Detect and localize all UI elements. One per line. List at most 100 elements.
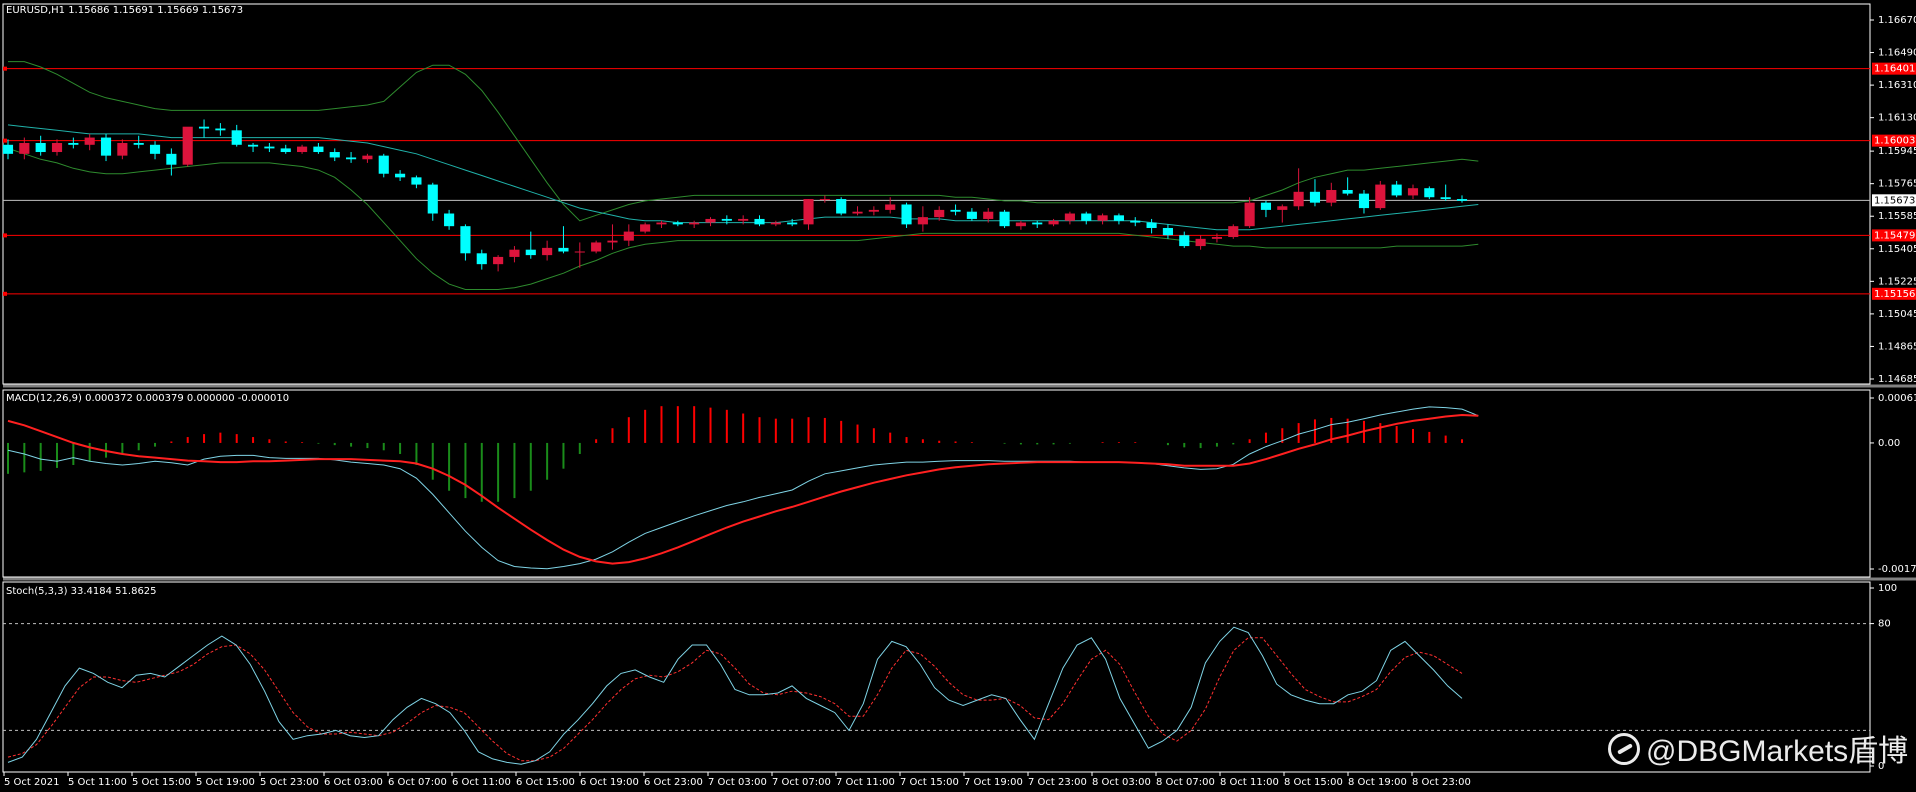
candle-body: [84, 137, 95, 145]
candle-body: [1407, 188, 1419, 196]
time-tick-label: 7 Oct 19:00: [964, 777, 1023, 788]
macd-header: MACD(12,26,9) 0.000372 0.000379 0.000000…: [6, 393, 289, 404]
pane-frame-3: [2, 581, 1871, 773]
candle-body: [558, 247, 569, 252]
time-tick-label: 8 Oct 15:00: [1284, 777, 1343, 788]
time-tick-label: 8 Oct 07:00: [1156, 777, 1215, 788]
price-tick-label: 1.15225: [1878, 276, 1916, 287]
candle-body: [460, 226, 471, 254]
candle-body: [1456, 199, 1468, 201]
price-tick-label: 1.15045: [1878, 309, 1916, 320]
price-tick-label: 1.14865: [1878, 341, 1916, 352]
candle-body: [493, 256, 504, 265]
macd-tick-label: 0.00: [1878, 438, 1900, 449]
candle-body: [68, 142, 79, 145]
candle-body: [574, 251, 585, 253]
time-tick-label: 5 Oct 15:00: [132, 777, 191, 788]
candle-body: [51, 142, 63, 153]
candle-body: [1146, 222, 1157, 228]
candle-body: [133, 142, 144, 145]
candle-body: [1358, 193, 1370, 209]
time-tick-label: 6 Oct 23:00: [644, 777, 703, 788]
level-marker: [3, 66, 7, 71]
bollinger-lower-line: [7, 147, 1479, 290]
candle-body: [1309, 191, 1321, 203]
candle-body: [166, 153, 177, 165]
candle-body: [640, 224, 651, 232]
candle-body: [1244, 202, 1255, 227]
candle-body: [362, 155, 373, 160]
time-tick-label: 6 Oct 11:00: [452, 777, 511, 788]
current-price-label: 1.15673: [1874, 195, 1915, 206]
candle-body: [35, 142, 46, 153]
candle-body: [836, 199, 847, 214]
candle-body: [509, 249, 520, 257]
candle-body: [787, 222, 798, 225]
candle-body: [983, 211, 994, 219]
watermark: @DBGMarkets盾博: [1608, 726, 1908, 770]
price-tick-label: 1.15945: [1878, 146, 1916, 157]
macd-tick-label: 0.000611: [1878, 393, 1916, 404]
candle-body: [215, 128, 226, 131]
candle-body: [754, 218, 765, 225]
time-tick-label: 8 Oct 23:00: [1412, 777, 1471, 788]
candle-body: [395, 173, 406, 178]
time-tick-label: 7 Oct 07:00: [772, 777, 831, 788]
candle-body: [721, 218, 732, 221]
candle-body: [1277, 206, 1288, 210]
candle-body: [1113, 215, 1124, 221]
time-tick-label: 5 Oct 2021: [4, 777, 59, 788]
time-tick-label: 5 Oct 11:00: [68, 777, 127, 788]
candle-body: [607, 240, 618, 243]
candle-body: [264, 146, 275, 149]
time-tick-label: 7 Oct 03:00: [708, 777, 767, 788]
candle-body: [2, 144, 14, 154]
candle-body: [280, 148, 291, 153]
stoch-header: Stoch(5,3,3) 33.4184 51.8625: [6, 586, 157, 597]
candle-body: [346, 157, 357, 160]
candle-body: [1179, 235, 1190, 247]
time-tick-label: 7 Oct 11:00: [836, 777, 895, 788]
stoch-main-line: [7, 626, 1463, 765]
candle-body: [231, 130, 242, 145]
time-tick-label: 5 Oct 19:00: [196, 777, 255, 788]
candle-body: [297, 146, 308, 153]
stoch-tick-label: 80: [1878, 619, 1891, 630]
candle-body: [689, 222, 700, 225]
current-price-tag: [1872, 194, 1916, 207]
watermark-text: @DBGMarkets盾博: [1646, 735, 1909, 768]
level-tag: [1872, 134, 1916, 147]
candle-body: [1424, 188, 1435, 198]
time-tick-label: 6 Oct 07:00: [388, 777, 447, 788]
candle-body: [917, 217, 928, 225]
candle-body: [885, 204, 896, 210]
macd-tick-label: -0.001714: [1878, 564, 1916, 575]
candle-body: [738, 218, 749, 221]
candle-body: [117, 142, 128, 156]
stoch-signal-line: [7, 637, 1463, 762]
candle-body: [100, 137, 112, 156]
level-tag: [1872, 62, 1916, 75]
candle-body: [1440, 197, 1451, 200]
candle-body: [411, 177, 422, 185]
price-tick-label: 1.16490: [1878, 48, 1916, 59]
candle-body: [803, 199, 814, 225]
candle-body: [1375, 184, 1386, 209]
candle-body: [444, 213, 455, 227]
level-tag: [1872, 287, 1916, 300]
candle-body: [852, 211, 863, 214]
candle-body: [1391, 184, 1402, 196]
candle-body: [329, 152, 340, 158]
candle-body: [1260, 202, 1272, 210]
candle-body: [1081, 213, 1092, 221]
candle-body: [198, 126, 210, 129]
price-tick-label: 1.14685: [1878, 374, 1916, 385]
time-tick-label: 6 Oct 03:00: [324, 777, 383, 788]
candle-body: [19, 142, 30, 154]
pane-frame-1: [2, 3, 1871, 385]
macd-signal-line: [7, 413, 1479, 565]
candle-body: [672, 222, 683, 225]
time-tick-label: 5 Oct 23:00: [260, 777, 319, 788]
level-marker: [3, 291, 7, 296]
